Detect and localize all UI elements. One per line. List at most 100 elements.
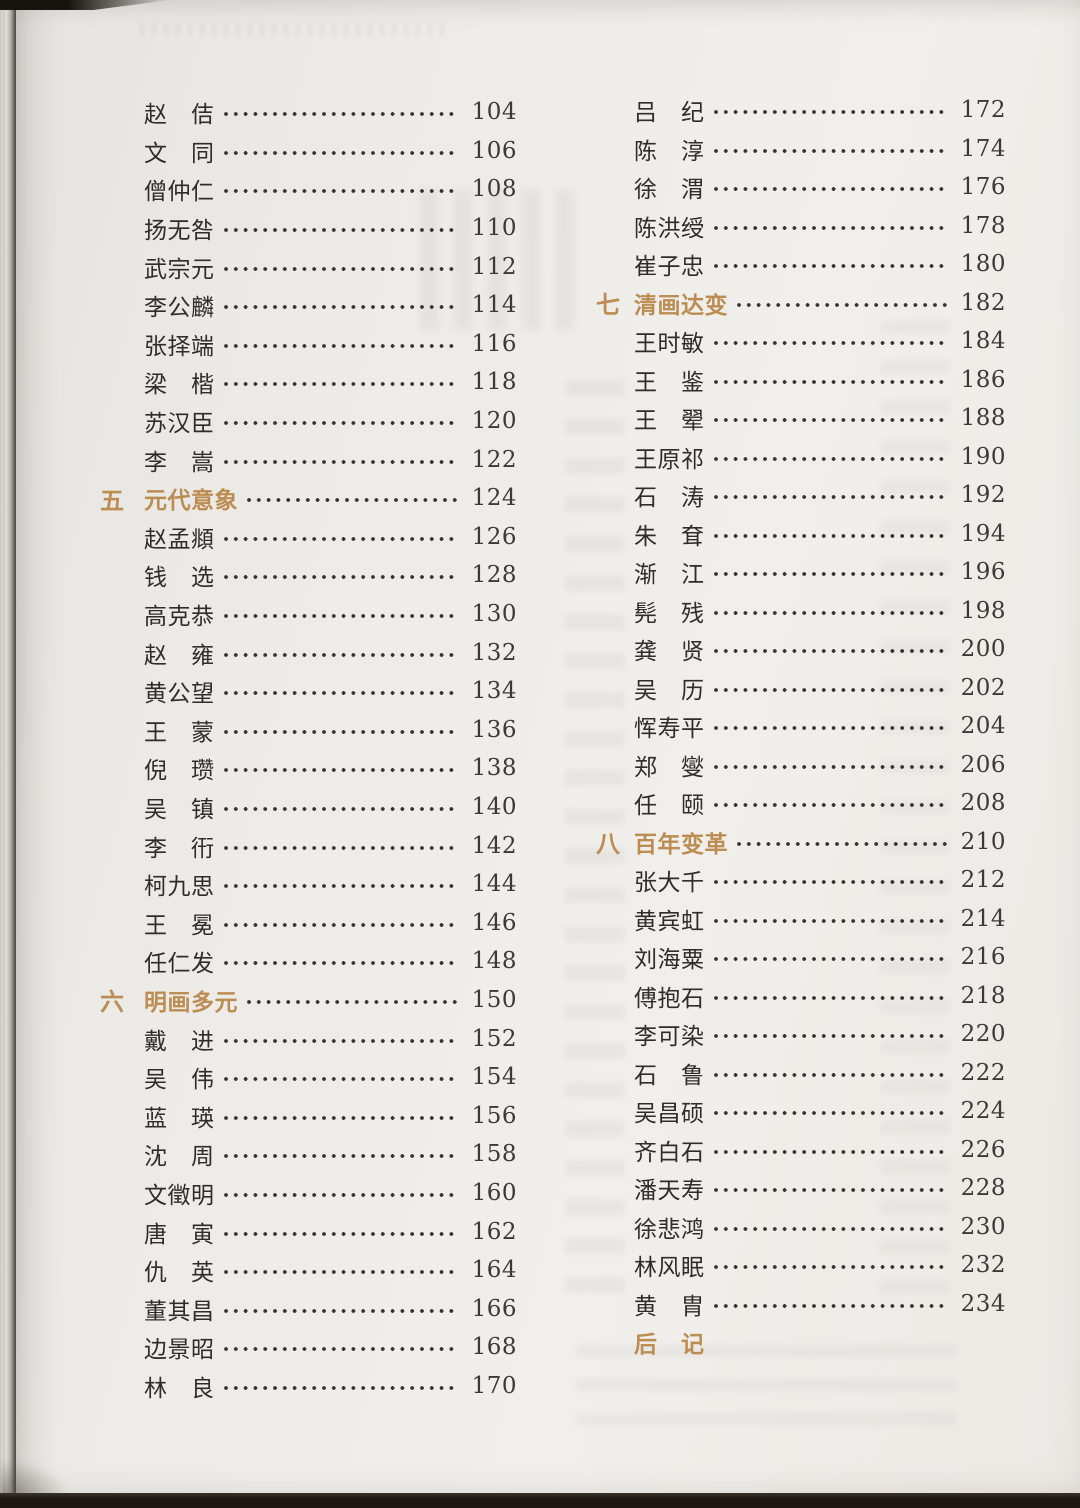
- entry-name: 沈 周: [144, 1144, 215, 1170]
- dot-leader-icon: [712, 1071, 948, 1078]
- page-number: 132: [471, 639, 517, 666]
- page-number: 144: [471, 871, 517, 898]
- toc-entry-row: 黄 胄 234: [596, 1285, 1006, 1324]
- toc-entry-row: 边景昭 168: [100, 1328, 517, 1367]
- page-number: 166: [471, 1295, 517, 1322]
- dot-leader-icon: [222, 304, 459, 311]
- toc-entry-row: 齐白石 226: [596, 1131, 1006, 1170]
- entry-name: 朱 耷: [634, 523, 705, 549]
- entry-name: 边景昭: [144, 1337, 215, 1363]
- page-number: 200: [960, 636, 1006, 663]
- toc-entry-row: 张择端 116: [100, 325, 517, 364]
- entry-name: 龚 贤: [634, 639, 705, 665]
- entry-name: 任 颐: [634, 793, 705, 819]
- toc-entry-row: 傅抱石 218: [596, 977, 1006, 1016]
- toc-entry-row: 李可染 220: [596, 1015, 1006, 1054]
- entry-name: 恽寿平: [634, 716, 705, 742]
- toc-section-row: 八百年变革 210: [596, 823, 1006, 862]
- entry-name: 黄公望: [144, 681, 215, 707]
- entry-name: 李公麟: [144, 295, 215, 321]
- dot-leader-icon: [222, 960, 459, 967]
- page-number: 208: [960, 790, 1006, 817]
- dot-leader-icon: [222, 613, 459, 620]
- toc-entry-row: 林 良 170: [100, 1367, 517, 1406]
- page-number: 172: [960, 97, 1006, 124]
- entry-name: 蓝 瑛: [144, 1105, 215, 1131]
- dot-leader-icon: [222, 690, 459, 697]
- section-number: 七: [596, 293, 621, 320]
- toc-entry-row: 高克恭 130: [100, 595, 517, 634]
- dot-leader-icon: [246, 497, 459, 504]
- page-number: 130: [471, 601, 517, 628]
- entry-name: 王 蒙: [144, 719, 215, 745]
- toc-column-right: 吕 纪 172 陈 淳 174 徐 渭 176 陈洪绶 178 崔子忠 180 七清画达变 182 王时…: [596, 91, 1006, 1362]
- page-number: 230: [960, 1213, 1006, 1240]
- entry-name: 吕 纪: [634, 100, 705, 126]
- dot-leader-icon: [222, 227, 459, 234]
- page-number: 124: [471, 485, 517, 512]
- toc-entry-row: 石 鲁 222: [596, 1054, 1006, 1093]
- toc-entry-row: 徐悲鸿 230: [596, 1208, 1006, 1247]
- entry-name: 钱 选: [144, 565, 215, 591]
- page-number: 152: [471, 1025, 517, 1052]
- page-number: 212: [960, 867, 1006, 894]
- toc-entry-row: 赵 雍 132: [100, 633, 517, 672]
- photo-top-edge: [0, 0, 170, 10]
- toc-section-row: 五元代意象 124: [100, 479, 517, 518]
- page-number: 110: [471, 215, 517, 242]
- toc-entry-row: 王 冕 146: [100, 903, 517, 942]
- section-number: 六: [100, 990, 125, 1017]
- dot-leader-icon: [712, 1302, 948, 1309]
- page-number: 168: [471, 1334, 517, 1361]
- entry-name: 李可染: [634, 1024, 705, 1050]
- entry-name: 陈 淳: [634, 138, 705, 164]
- entry-name: 高克恭: [144, 604, 215, 630]
- toc-entry-row: 吴 镇 140: [100, 788, 517, 827]
- dot-leader-icon: [712, 494, 948, 501]
- toc-entry-row: 任 颐 208: [596, 784, 1006, 823]
- page-number: 138: [471, 755, 517, 782]
- toc-entry-row: 倪 瓒 138: [100, 749, 517, 788]
- toc-entry-row: 文徵明 160: [100, 1174, 517, 1213]
- toc-entry-row: 任仁发 148: [100, 942, 517, 981]
- page-number: 174: [960, 135, 1006, 162]
- dot-leader-icon: [712, 1110, 948, 1117]
- dot-leader-icon: [712, 956, 948, 963]
- section-title: 明画多元: [144, 989, 238, 1015]
- toc-entry-row: 王 翚 188: [596, 399, 1006, 438]
- toc-entry-row: 武宗元 112: [100, 247, 517, 286]
- page-number: 154: [471, 1064, 517, 1091]
- page-number: 234: [960, 1290, 1006, 1317]
- entry-name: 刘海粟: [634, 947, 705, 973]
- dot-leader-icon: [222, 535, 459, 542]
- page-number: 162: [471, 1218, 517, 1245]
- dot-leader-icon: [222, 342, 459, 349]
- entry-name: 张大千: [634, 870, 705, 896]
- dot-leader-icon: [712, 571, 948, 578]
- toc-entry-row: 渐 江 196: [596, 553, 1006, 592]
- dot-leader-icon: [222, 1346, 459, 1353]
- section-number: 八: [596, 832, 621, 859]
- entry-name: 文徵明: [144, 1182, 215, 1208]
- toc-entry-row: 唐 寅 162: [100, 1212, 517, 1251]
- dot-leader-icon: [712, 648, 948, 655]
- page-number: 160: [471, 1179, 517, 1206]
- page-number: 190: [960, 443, 1006, 470]
- toc-entry-row: 蓝 瑛 156: [100, 1096, 517, 1135]
- dot-leader-icon: [222, 381, 459, 388]
- toc-section-row: 六明画多元 150: [100, 981, 517, 1020]
- dot-leader-icon: [222, 1191, 459, 1198]
- toc-entry-row: 林风眠 232: [596, 1246, 1006, 1285]
- entry-name: 李 衎: [144, 835, 215, 861]
- dot-leader-icon: [712, 378, 948, 385]
- toc-entry-row: 董其昌 166: [100, 1289, 517, 1328]
- entry-name: 僧仲仁: [144, 179, 215, 205]
- entry-name: 石 鲁: [634, 1062, 705, 1088]
- page-number: 158: [471, 1141, 517, 1168]
- page-number: 228: [960, 1175, 1006, 1202]
- page-bleed-through: [140, 22, 450, 36]
- page-number: 182: [960, 289, 1006, 316]
- page-number: 220: [960, 1021, 1006, 1048]
- entry-name: 董其昌: [144, 1298, 215, 1324]
- toc-entry-row: 陈洪绶 178: [596, 207, 1006, 246]
